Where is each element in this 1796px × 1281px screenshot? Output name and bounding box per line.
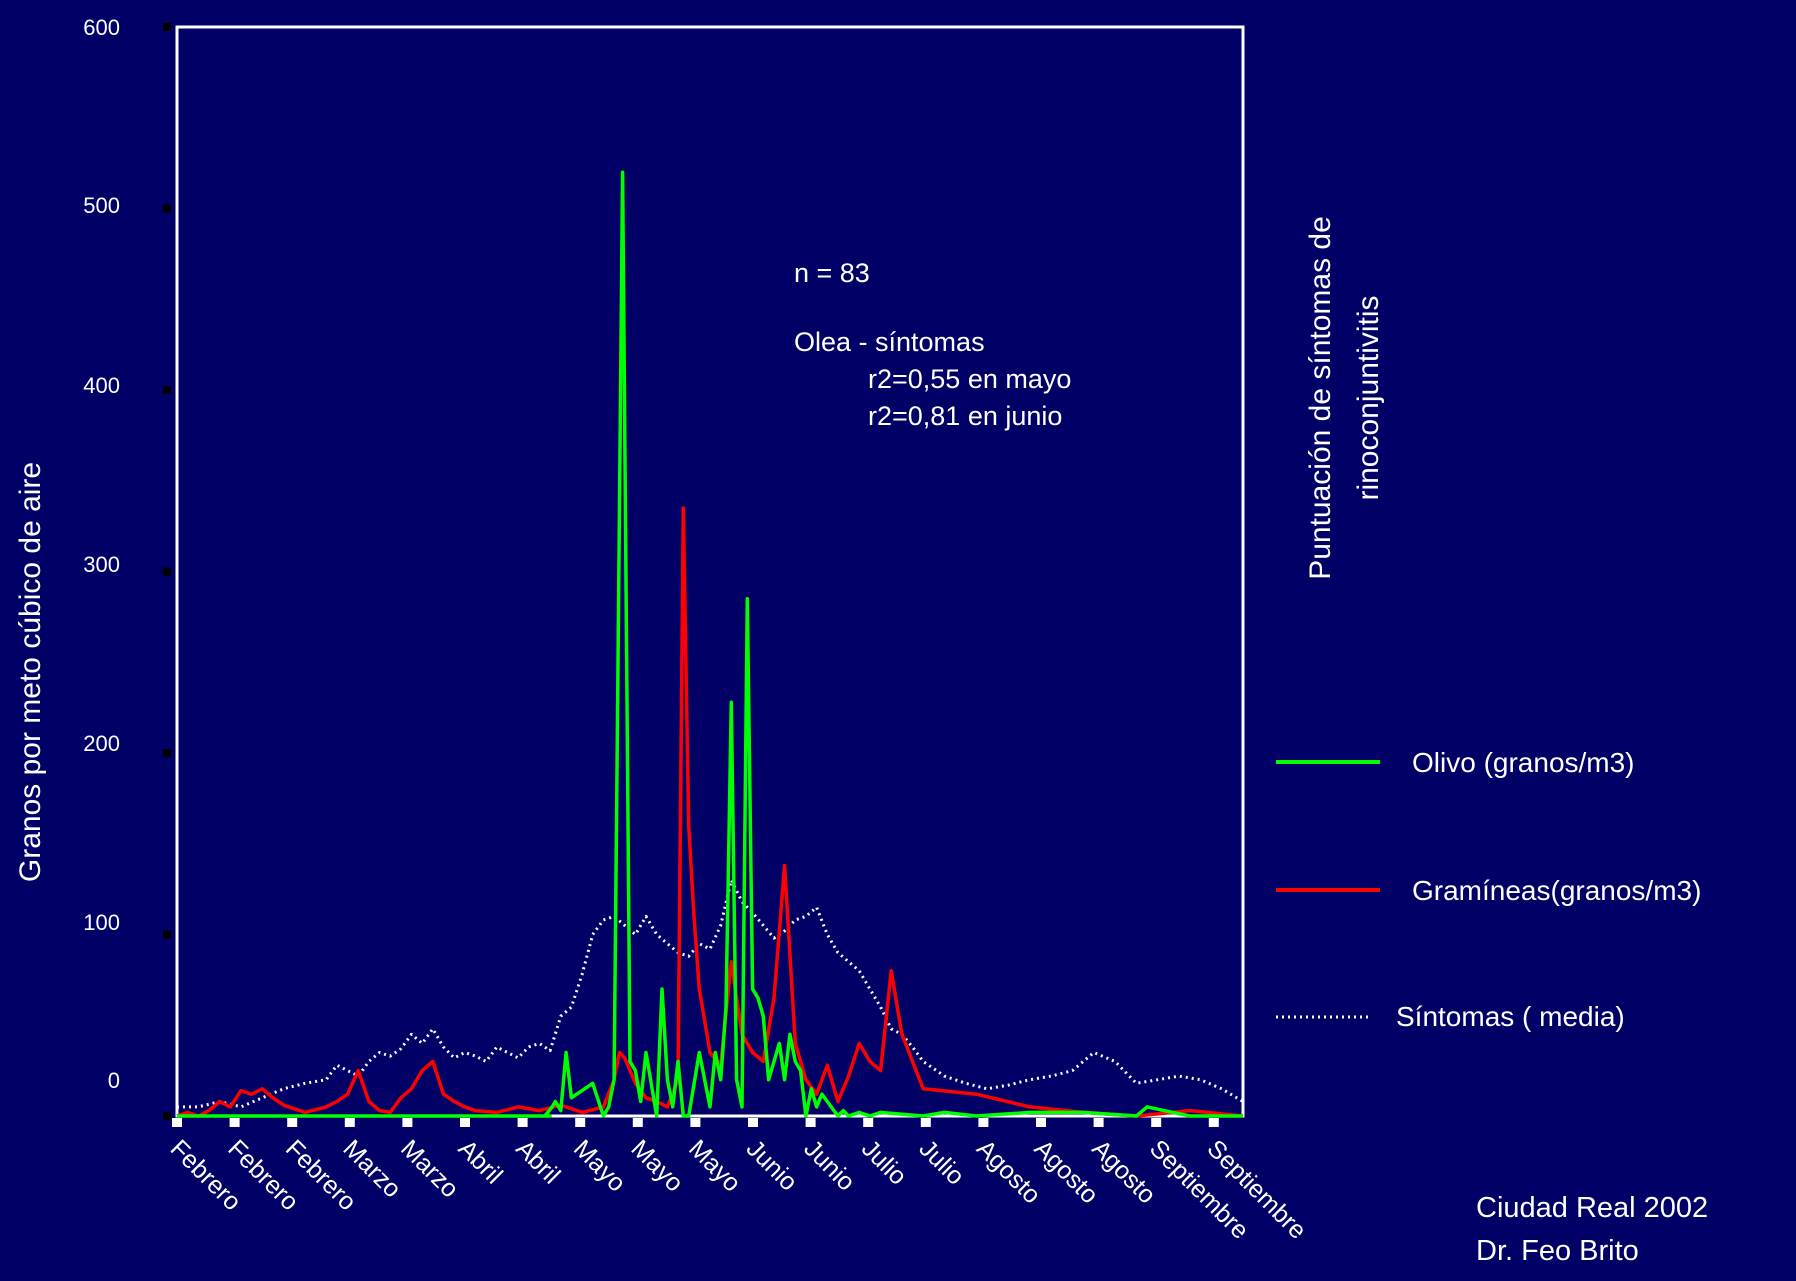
x-tick-mark bbox=[1151, 1118, 1162, 1127]
x-tick-mark bbox=[748, 1118, 758, 1127]
x-tick-mark bbox=[805, 1118, 816, 1127]
y-tick-label: 0 bbox=[108, 1068, 120, 1093]
x-tick-mark bbox=[172, 1118, 182, 1127]
y-tick-mark bbox=[163, 567, 171, 576]
x-tick-label: Marzo bbox=[395, 1134, 464, 1203]
x-tick-mark bbox=[1093, 1118, 1104, 1127]
x-tick-label: Agosto bbox=[1086, 1134, 1161, 1209]
x-tick-mark bbox=[402, 1118, 413, 1127]
x-tick-mark bbox=[229, 1118, 240, 1127]
legend-label-olivo: Olivo (granos/m3) bbox=[1412, 747, 1635, 778]
x-tick-mark bbox=[632, 1118, 643, 1127]
x-tick-mark bbox=[1208, 1118, 1219, 1127]
x-tick-label: Mayo bbox=[683, 1134, 746, 1197]
annotation-r2-mayo: r2=0,55 en mayo bbox=[868, 364, 1071, 394]
y-tick-mark bbox=[163, 204, 171, 213]
x-tick-label: Julio bbox=[914, 1134, 970, 1190]
x-tick-label: Junio bbox=[741, 1134, 803, 1196]
y-tick-mark bbox=[163, 1112, 171, 1120]
x-tick-label: Julio bbox=[856, 1134, 912, 1190]
series-layer bbox=[176, 170, 1244, 1118]
x-tick-mark bbox=[517, 1118, 528, 1127]
y-tick-label: 100 bbox=[83, 910, 120, 935]
y-tick-label: 600 bbox=[83, 15, 120, 40]
x-tick-mark bbox=[344, 1118, 355, 1127]
x-tick-label: Mayo bbox=[568, 1134, 631, 1197]
y-tick-mark bbox=[163, 930, 171, 939]
x-tick-mark bbox=[1036, 1118, 1046, 1127]
y-tick-label: 300 bbox=[83, 552, 120, 577]
credit-line2: Dr. Feo Brito bbox=[1476, 1235, 1639, 1267]
y-tick-mark bbox=[163, 749, 171, 757]
credit-line1: Ciudad Real 2002 bbox=[1476, 1192, 1708, 1224]
legend-label-gramineas: Gramíneas(granos/m3) bbox=[1412, 875, 1701, 906]
plot-frame bbox=[175, 25, 1245, 1118]
legend-label-sintomas: Síntomas ( media) bbox=[1396, 1001, 1625, 1032]
y-tick-mark bbox=[163, 23, 171, 31]
x-tick-mark bbox=[460, 1118, 470, 1127]
y-axis: 0 100 200 300 400 500 600 bbox=[83, 15, 171, 1120]
series-gramineas-line bbox=[176, 506, 1244, 1118]
legend: Olivo (granos/m3) Gramíneas(granos/m3) S… bbox=[1276, 747, 1701, 1032]
x-tick-label: Abril bbox=[510, 1134, 565, 1189]
series-sintomas-line bbox=[177, 878, 1244, 1109]
annotation-n: n = 83 bbox=[794, 258, 870, 288]
annotation-olea: Olea - síntomas bbox=[794, 327, 985, 357]
x-tick-label: Agosto bbox=[971, 1134, 1046, 1209]
y-tick-label: 200 bbox=[83, 731, 120, 756]
x-tick-mark bbox=[287, 1118, 298, 1127]
x-tick-mark bbox=[863, 1118, 874, 1127]
y2-axis-label-line2: rinoconjuntivitis bbox=[1352, 295, 1385, 500]
y-axis-label: Granos por meto cúbico de aire bbox=[14, 462, 47, 882]
y-tick-mark bbox=[163, 386, 171, 394]
y2-axis-label-line1: Puntuación de síntomas de bbox=[1304, 216, 1337, 580]
series-olivo-line bbox=[177, 170, 1243, 1118]
annotation-r2-junio: r2=0,81 en junio bbox=[868, 401, 1062, 431]
x-tick-label: Junio bbox=[798, 1134, 860, 1196]
y-tick-label: 500 bbox=[83, 193, 120, 218]
x-tick-mark bbox=[920, 1118, 931, 1127]
x-tick-mark bbox=[575, 1118, 586, 1127]
x-tick-mark bbox=[690, 1118, 701, 1127]
x-tick-label: Mayo bbox=[626, 1134, 689, 1197]
y-tick-label: 400 bbox=[83, 373, 120, 398]
x-tick-mark bbox=[978, 1118, 989, 1127]
x-tick-label: Agosto bbox=[1029, 1134, 1104, 1209]
